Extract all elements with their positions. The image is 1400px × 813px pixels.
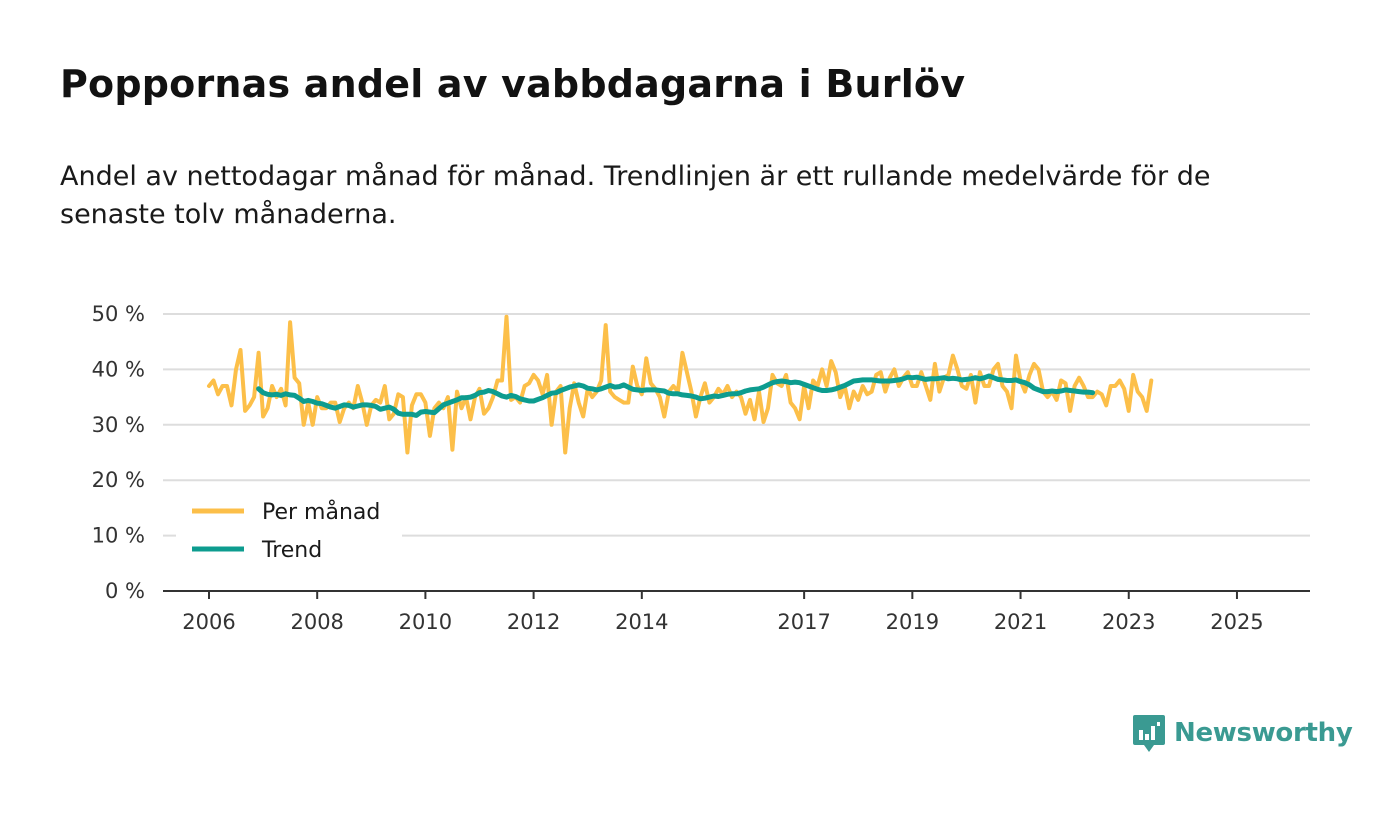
legend: Per månad Trend xyxy=(176,492,402,576)
page-title: Poppornas andel av vabbdagarna i Burlöv xyxy=(60,62,966,106)
x-tick-label: 2010 xyxy=(399,610,452,634)
x-tick-label: 2012 xyxy=(507,610,560,634)
x-tick-label: 2017 xyxy=(777,610,830,634)
brand-name: Newsworthy xyxy=(1174,718,1353,748)
x-axis: 2006 2008 2010 2012 2014 2017 2019 2021 2023 2025 xyxy=(182,591,1264,634)
x-tick-label: 2019 xyxy=(886,610,939,634)
y-axis: 0 % 10 % 20 % 30 % 40 % 50 % xyxy=(92,302,145,603)
x-tick-label: 2008 xyxy=(290,610,343,634)
legend-label-trend: Trend xyxy=(261,538,322,563)
x-tick-label: 2006 xyxy=(182,610,235,634)
series-line-trend xyxy=(256,373,1096,418)
y-tick-label: 10 % xyxy=(92,524,145,548)
legend-background xyxy=(176,492,402,576)
y-tick-label: 20 % xyxy=(92,468,145,492)
series-line-per-manad xyxy=(207,314,1154,455)
y-tick-label: 40 % xyxy=(92,357,145,381)
x-tick-label: 2014 xyxy=(615,610,668,634)
x-tick-label: 2021 xyxy=(994,610,1047,634)
newsworthy-logo-icon xyxy=(1133,715,1165,752)
page-subtitle: Andel av nettodagar månad för månad. Tre… xyxy=(60,161,1211,230)
legend-label-per-manad: Per månad xyxy=(262,499,380,525)
x-tick-label: 2023 xyxy=(1102,610,1155,634)
grid-layer xyxy=(163,313,1310,537)
brand-logo: Newsworthy xyxy=(1132,712,1353,754)
x-tick-label: 2025 xyxy=(1210,610,1263,634)
y-tick-label: 30 % xyxy=(92,413,145,437)
y-tick-label: 0 % xyxy=(105,579,145,603)
y-tick-label: 50 % xyxy=(92,302,145,326)
